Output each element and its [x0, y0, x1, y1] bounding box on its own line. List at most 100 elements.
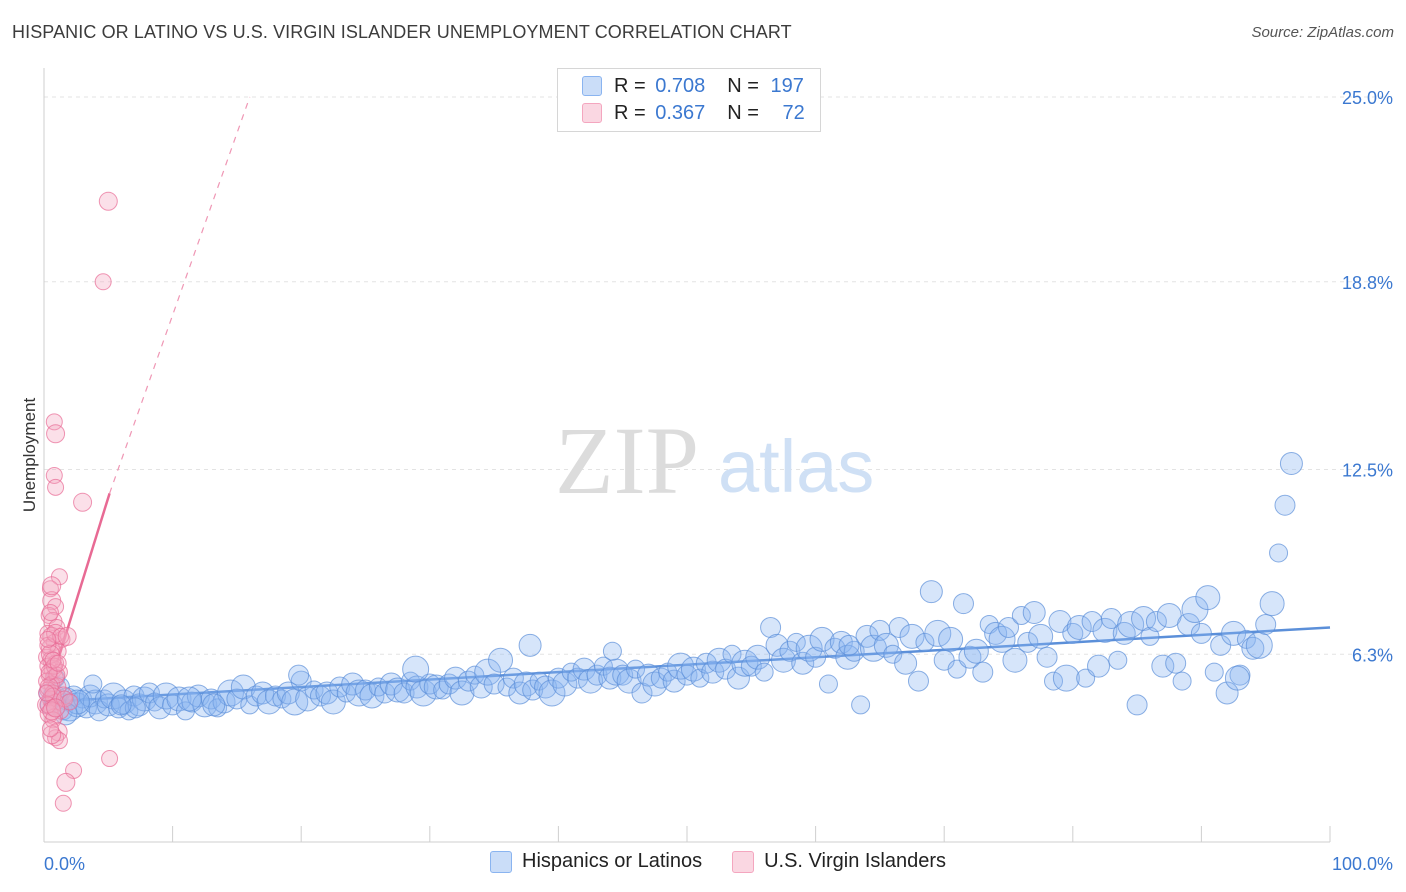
point-hispanic [1117, 610, 1145, 638]
point-hispanic [393, 682, 415, 704]
point-hispanic [715, 658, 737, 680]
point-hispanic [518, 633, 542, 657]
point-hispanic [1195, 585, 1221, 611]
point-hispanic [1151, 654, 1175, 678]
point-hispanic [676, 664, 698, 686]
point-hispanic [998, 616, 1019, 638]
point-hispanic [1022, 601, 1046, 625]
point-hispanic [779, 640, 801, 662]
stats-legend: R = 0.708 N = 197 R = 0.367 N = 72 [557, 68, 821, 132]
point-hispanic [838, 634, 860, 656]
point-hispanic [402, 655, 430, 683]
point-hispanic [835, 644, 861, 670]
point-hispanic [829, 630, 853, 654]
x-tick-label: 100.0% [1332, 854, 1393, 874]
point-virgin-islander [46, 424, 66, 444]
point-hispanic [972, 661, 994, 683]
point-hispanic [1087, 654, 1111, 678]
point-virgin-islander [52, 627, 70, 645]
series-label-virgin-islander: U.S. Virgin Islanders [764, 850, 947, 872]
point-hispanic [1165, 652, 1187, 674]
point-virgin-islander [56, 772, 76, 792]
point-hispanic [598, 666, 622, 690]
point-hispanic [1036, 646, 1058, 668]
point-hispanic [1229, 664, 1251, 686]
point-hispanic [1269, 543, 1289, 563]
point-hispanic [1062, 622, 1084, 644]
point-hispanic [662, 669, 686, 693]
point-hispanic [110, 694, 132, 716]
legend-n-label: N = [727, 74, 759, 97]
y-tick-label: 12.5% [1342, 461, 1393, 481]
point-hispanic [1108, 650, 1128, 670]
y-axis-title: Unemployment [20, 398, 39, 513]
point-virgin-islander [94, 273, 112, 291]
point-virgin-islander [98, 191, 118, 211]
point-hispanic [552, 671, 578, 697]
point-hispanic [805, 646, 827, 668]
point-hispanic [1156, 603, 1182, 629]
point-hispanic [873, 632, 899, 658]
point-hispanic [770, 647, 796, 673]
point-hispanic [1028, 623, 1054, 649]
x-tick-label: 0.0% [44, 854, 85, 874]
point-hispanic [883, 644, 903, 664]
point-virgin-islander [41, 720, 59, 738]
point-virgin-islander [44, 651, 62, 669]
point-hispanic [1221, 620, 1247, 646]
point-hispanic [245, 685, 267, 707]
legend-r-value: 0.708 [655, 74, 706, 97]
point-hispanic [469, 675, 493, 699]
point-hispanic [1241, 636, 1265, 660]
point-hispanic [1245, 631, 1273, 659]
legend-row-hispanic: R = 0.708 N = 197 [582, 73, 804, 99]
series-legend-virgin-islander: U.S. Virgin Islanders [732, 850, 946, 873]
series-legend: Hispanics or Latinos U.S. Virgin Islande… [490, 850, 976, 873]
series-legend-hispanic: Hispanics or Latinos [490, 850, 702, 873]
point-hispanic [795, 634, 823, 662]
legend-n-value: 197 [770, 74, 804, 97]
point-hispanic [538, 679, 566, 707]
point-hispanic [1259, 591, 1285, 617]
point-hispanic [1017, 631, 1039, 653]
point-hispanic [701, 660, 725, 684]
point-hispanic [513, 671, 539, 697]
y-tick-label: 25.0% [1342, 88, 1393, 108]
trend-extension-virgin-islander [109, 96, 251, 494]
point-hispanic [176, 686, 202, 712]
point-hispanic [612, 664, 634, 686]
legend-swatch-hispanic [582, 76, 602, 96]
legend-n-value: 72 [782, 101, 805, 124]
point-hispanic [938, 626, 964, 652]
point-hispanic [1224, 665, 1250, 691]
point-hispanic [502, 667, 524, 689]
legend-swatch-virgin-islander [582, 103, 602, 123]
point-virgin-islander [42, 725, 62, 745]
point-hispanic [791, 651, 815, 675]
point-hispanic [1172, 671, 1192, 691]
legend-row-virgin-islander: R = 0.367 N = 72 [582, 100, 805, 126]
source-label: Source: ZipAtlas.com [1251, 24, 1394, 41]
legend-r-label: R = [614, 74, 646, 97]
point-hispanic [1279, 452, 1303, 476]
point-hispanic [202, 693, 226, 717]
point-hispanic [626, 659, 646, 679]
point-virgin-islander [42, 701, 62, 721]
y-tick-label: 6.3% [1352, 645, 1393, 665]
point-hispanic [1066, 614, 1092, 640]
y-tick-label: 18.8% [1342, 273, 1393, 293]
tick-labels: 6.3% 12.5% 18.8% 25.0% 0.0% 100.0% [44, 88, 1393, 874]
point-hispanic [1190, 622, 1212, 644]
point-hispanic [488, 647, 514, 673]
point-virgin-islander [50, 732, 68, 750]
point-hispanic [919, 580, 943, 604]
point-hispanic [359, 683, 385, 709]
point-hispanic [288, 664, 310, 686]
point-hispanic [534, 675, 558, 699]
point-virgin-islander [40, 607, 58, 625]
series-swatch-virgin-islander [732, 850, 755, 873]
point-hispanic [309, 685, 331, 707]
point-virgin-islander [39, 624, 57, 642]
point-hispanic [1255, 613, 1277, 635]
